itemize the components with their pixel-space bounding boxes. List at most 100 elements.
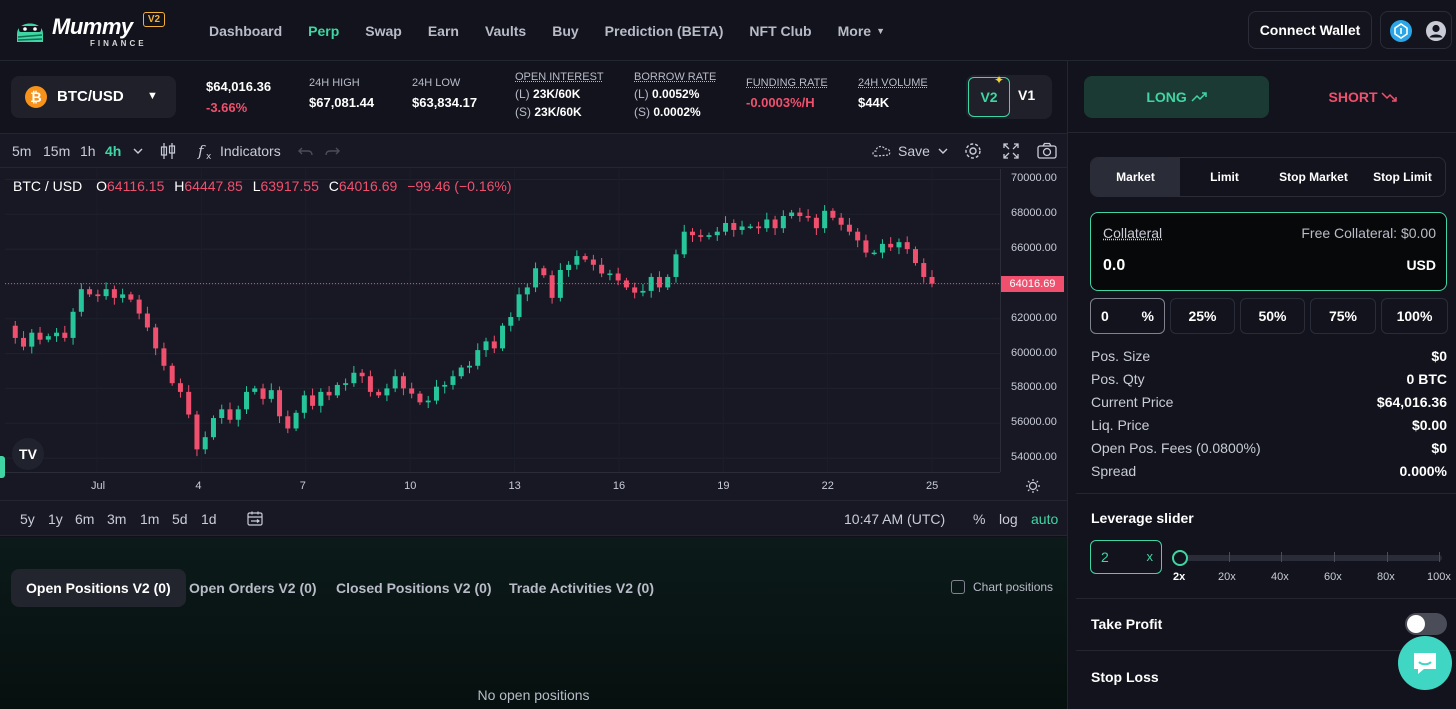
price-tick-label: 60000.00 bbox=[1011, 346, 1057, 359]
info-value: $0 bbox=[1431, 440, 1447, 456]
take-profit-toggle[interactable] bbox=[1405, 613, 1447, 635]
save-button[interactable]: Save bbox=[898, 143, 930, 159]
short-button[interactable]: SHORT bbox=[1273, 76, 1453, 118]
funding-rate-label[interactable]: FUNDING RATE bbox=[746, 77, 828, 89]
chart-positions-checkbox[interactable] bbox=[951, 580, 965, 594]
open-interest-stat: OPEN INTEREST (L) 23K/60K (S) 23K/60K bbox=[515, 71, 604, 119]
leverage-mark-40x[interactable]: 40x bbox=[1271, 571, 1289, 583]
account-box[interactable] bbox=[1380, 11, 1452, 49]
nav-prediction[interactable]: Prediction (BETA) bbox=[604, 22, 724, 39]
nav-perp[interactable]: Perp bbox=[308, 22, 340, 39]
nav-more[interactable]: More ▼ bbox=[838, 23, 885, 39]
timeframe-4h[interactable]: 4h bbox=[105, 143, 122, 159]
leverage-input[interactable]: 2 x bbox=[1090, 540, 1162, 574]
range-5d[interactable]: 5d bbox=[172, 511, 188, 527]
percent-100-button[interactable]: 100% bbox=[1381, 298, 1448, 334]
range-1y[interactable]: 1y bbox=[48, 511, 63, 527]
candle bbox=[29, 332, 35, 347]
timeframe-1h[interactable]: 1h bbox=[80, 143, 96, 159]
chain-network-icon[interactable] bbox=[1390, 20, 1412, 42]
price-axis[interactable]: 70000.0068000.0066000.0064000.0062000.00… bbox=[1000, 169, 1067, 472]
nav-buy[interactable]: Buy bbox=[552, 22, 579, 39]
connect-wallet-button[interactable]: Connect Wallet bbox=[1248, 11, 1372, 49]
candle bbox=[285, 416, 291, 429]
candle bbox=[326, 391, 332, 396]
leverage-slider-handle[interactable] bbox=[1172, 550, 1188, 566]
candle bbox=[400, 376, 406, 389]
custom-percent-input[interactable]: 0% bbox=[1090, 298, 1165, 334]
range-3m[interactable]: 3m bbox=[107, 511, 127, 527]
pair-selector[interactable]: ₿ BTC/USD ▼ bbox=[11, 76, 176, 118]
tab-open-positions[interactable]: Open Positions V2 (0) bbox=[11, 569, 186, 607]
tab-trade-activities[interactable]: Trade Activities V2 (0) bbox=[509, 580, 654, 596]
tab-closed-positions[interactable]: Closed Positions V2 (0) bbox=[336, 580, 492, 596]
leverage-unit: x bbox=[1146, 549, 1154, 564]
auto-scale-toggle[interactable]: auto bbox=[1031, 511, 1059, 527]
range-5y[interactable]: 5y bbox=[20, 511, 35, 527]
leverage-mark-60x[interactable]: 60x bbox=[1324, 571, 1342, 583]
tradingview-logo-icon[interactable]: TV bbox=[12, 438, 44, 470]
fullscreen-icon[interactable] bbox=[1001, 141, 1021, 161]
camera-icon[interactable] bbox=[1036, 141, 1058, 161]
range-6m[interactable]: 6m bbox=[75, 511, 95, 527]
gear-icon[interactable] bbox=[963, 141, 983, 161]
legend-close-label: C bbox=[328, 178, 339, 194]
order-type-limit[interactable]: Limit bbox=[1210, 170, 1239, 184]
time-axis[interactable]: Jul 4 7 10 13 16 19 22 25 bbox=[5, 472, 1040, 499]
legend-high: 64447.85 bbox=[184, 178, 243, 194]
percent-scale-toggle[interactable]: % bbox=[973, 511, 986, 527]
cloud-save-icon[interactable] bbox=[870, 141, 894, 161]
leverage-mark-80x[interactable]: 80x bbox=[1377, 571, 1395, 583]
percent-75-button[interactable]: 75% bbox=[1310, 298, 1376, 334]
brand-logo[interactable]: Mummy FINANCE V2 bbox=[10, 10, 170, 52]
order-type-market[interactable]: Market bbox=[1091, 158, 1180, 196]
long-button[interactable]: LONG bbox=[1084, 76, 1269, 118]
chart-positions-label[interactable]: Chart positions bbox=[973, 580, 1054, 594]
calendar-range-icon[interactable] bbox=[246, 510, 264, 528]
candlestick-chart[interactable] bbox=[5, 169, 1000, 472]
candle bbox=[789, 212, 795, 217]
chat-support-button[interactable] bbox=[1398, 636, 1452, 690]
candle bbox=[549, 275, 555, 298]
drawer-handle[interactable] bbox=[0, 456, 5, 478]
nav-dashboard[interactable]: Dashboard bbox=[209, 22, 283, 39]
candle bbox=[334, 384, 340, 396]
nav-swap[interactable]: Swap bbox=[365, 22, 402, 39]
range-1m[interactable]: 1m bbox=[140, 511, 160, 527]
version-v2-button[interactable]: V2 bbox=[968, 77, 1010, 117]
chevron-down-icon[interactable] bbox=[936, 141, 950, 161]
open-interest-label[interactable]: OPEN INTEREST bbox=[515, 71, 604, 83]
timeframe-5m[interactable]: 5m bbox=[12, 143, 32, 159]
log-scale-toggle[interactable]: log bbox=[999, 511, 1018, 527]
user-avatar-icon[interactable] bbox=[1425, 20, 1447, 42]
chart-time[interactable]: 10:47 AM (UTC) bbox=[844, 511, 946, 527]
sun-icon[interactable] bbox=[1025, 478, 1041, 494]
collateral-input[interactable] bbox=[1103, 257, 1353, 275]
volume-label[interactable]: 24H VOLUME bbox=[858, 77, 928, 89]
leverage-track[interactable] bbox=[1180, 555, 1442, 561]
undo-icon[interactable] bbox=[296, 141, 316, 161]
chevron-down-icon[interactable] bbox=[131, 141, 145, 161]
indicators-button[interactable]: Indicators bbox=[220, 143, 281, 159]
leverage-mark-20x[interactable]: 20x bbox=[1218, 571, 1236, 583]
timeframe-15m[interactable]: 15m bbox=[43, 143, 71, 159]
nav-vaults[interactable]: Vaults bbox=[484, 22, 527, 39]
nav-nft-club[interactable]: NFT Club bbox=[749, 22, 812, 39]
chat-icon bbox=[1414, 653, 1436, 674]
leverage-mark-2x[interactable]: 2x bbox=[1173, 571, 1186, 583]
order-type-stop-limit[interactable]: Stop Limit bbox=[1373, 170, 1432, 184]
order-type-stop-market[interactable]: Stop Market bbox=[1279, 170, 1348, 184]
price-tick-label: 56000.00 bbox=[1011, 416, 1057, 429]
borrow-rate-label[interactable]: BORROW RATE bbox=[634, 71, 717, 83]
tab-open-orders[interactable]: Open Orders V2 (0) bbox=[189, 580, 317, 596]
percent-50-button[interactable]: 50% bbox=[1240, 298, 1305, 334]
leverage-mark-100x[interactable]: 100x bbox=[1427, 571, 1451, 583]
candle-type-icon[interactable] bbox=[158, 141, 178, 161]
range-1d[interactable]: 1d bbox=[201, 511, 217, 527]
nav-earn[interactable]: Earn bbox=[427, 22, 459, 39]
candle bbox=[78, 289, 84, 312]
redo-icon[interactable] bbox=[322, 141, 342, 161]
percent-25-button[interactable]: 25% bbox=[1170, 298, 1235, 334]
version-v1-button[interactable]: V1 bbox=[1018, 87, 1036, 103]
